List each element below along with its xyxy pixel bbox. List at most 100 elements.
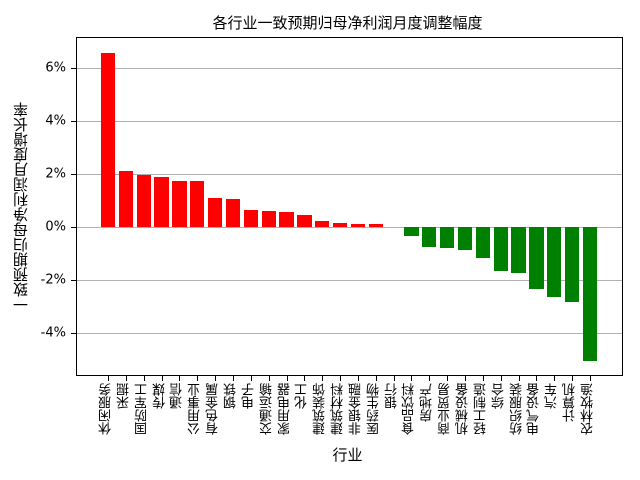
x-tick-label: 公用事业: [188, 383, 204, 435]
gridline: [77, 227, 622, 229]
x-tick: [322, 376, 324, 381]
x-tick-label: 传媒: [152, 383, 168, 409]
bar: [457, 227, 473, 250]
bar: [547, 227, 562, 297]
x-tick: [108, 376, 109, 381]
bar: [440, 227, 455, 248]
bar: [475, 227, 491, 258]
x-tick: [340, 376, 342, 381]
bar: [261, 210, 276, 228]
bar: [243, 210, 258, 228]
x-tick-label: 家用电器: [277, 383, 293, 435]
bar: [565, 227, 580, 302]
x-tick: [536, 376, 538, 381]
x-tick-label: 有色金属: [206, 383, 222, 435]
x-tick-label: 交通运输: [259, 383, 275, 435]
y-tick-label: 2%: [45, 166, 66, 182]
x-tick: [232, 376, 234, 381]
x-tick-label: 轻工制造: [473, 383, 489, 435]
x-tick-label: 建筑材料: [331, 383, 347, 435]
x-tick: [518, 376, 520, 381]
x-tick: [161, 376, 163, 381]
bar: [529, 227, 544, 289]
bar: [332, 223, 348, 228]
x-tick-label: 电气设备: [527, 383, 543, 435]
x-tick-label: 汽车: [545, 383, 561, 409]
x-tick: [143, 376, 145, 381]
gridline: [77, 280, 622, 282]
bar: [511, 227, 526, 273]
x-tick-label: 综合: [491, 383, 507, 409]
x-tick: [250, 376, 252, 381]
x-tick-label: 医药生物: [366, 383, 382, 435]
x-tick: [179, 376, 181, 381]
x-tick-label: 机械设备: [456, 383, 472, 435]
bar: [172, 180, 187, 228]
bar: [404, 227, 419, 236]
bar: [297, 215, 312, 228]
x-tick: [482, 376, 484, 381]
x-tick: [411, 376, 413, 381]
x-tick-label: 采掘: [116, 383, 132, 409]
x-tick: [554, 376, 556, 381]
bar: [582, 227, 598, 361]
bar: [100, 52, 116, 228]
x-tick: [572, 376, 574, 381]
bar: [207, 198, 223, 228]
plot-area: [76, 37, 623, 376]
y-tick: [71, 68, 76, 70]
bar: [190, 180, 205, 228]
bar: [422, 227, 437, 247]
x-tick-label: 房地产: [420, 383, 436, 422]
y-tick: [71, 333, 76, 335]
x-tick-label: 计算机: [563, 383, 579, 422]
x-tick: [286, 376, 288, 381]
bar: [315, 220, 330, 228]
y-tick: [71, 227, 76, 229]
x-tick: [357, 376, 359, 381]
x-tick-label: 通信: [170, 383, 186, 409]
y-tick: [71, 121, 76, 123]
y-tick-label: 0%: [45, 219, 66, 235]
x-tick: [590, 376, 591, 381]
y-tick-label: -4%: [40, 325, 66, 341]
y-tick-label: -2%: [40, 272, 66, 288]
bar: [225, 198, 241, 228]
x-tick: [465, 376, 467, 381]
x-tick: [393, 376, 395, 381]
y-axis-label-text: 一致预期归母净利润月度增长率: [11, 101, 30, 312]
x-tick: [447, 376, 449, 381]
x-tick: [268, 376, 270, 381]
gridline: [77, 333, 622, 335]
x-tick-label: 钢铁: [223, 383, 239, 409]
x-tick-label: 电子: [241, 383, 257, 409]
bar: [154, 176, 169, 228]
x-tick-label: 化工: [295, 383, 311, 409]
bar: [279, 211, 294, 228]
x-tick-label: 食品饮料: [402, 383, 418, 435]
x-tick: [375, 376, 377, 381]
x-axis-label: 行业: [332, 446, 363, 464]
bar: [493, 227, 508, 271]
x-tick-label: 休闲服务: [99, 383, 114, 435]
x-tick-label: 农林牧渔: [581, 383, 596, 435]
gridline: [77, 121, 622, 123]
x-tick-label: 商业贸易: [438, 383, 454, 435]
chart-title: 各行业一致预期归母净利润月度调整幅度: [212, 14, 483, 32]
x-tick-label: 国防军工: [134, 383, 150, 435]
x-tick: [304, 376, 306, 381]
bar: [368, 224, 383, 228]
x-tick-label: 纺织服装: [509, 383, 525, 435]
bar: [350, 224, 366, 228]
x-tick-label: 建筑装饰: [313, 383, 329, 435]
y-axis-label: 一致预期归母净利润月度增长率: [6, 37, 34, 376]
x-tick: [500, 376, 502, 381]
y-tick-label: 6%: [45, 60, 66, 76]
x-tick: [125, 376, 127, 381]
x-tick: [197, 376, 199, 381]
x-tick: [429, 376, 431, 381]
x-tick-label: 银行: [384, 383, 400, 409]
bar: [118, 171, 133, 228]
y-tick: [71, 280, 76, 282]
y-tick: [71, 174, 76, 176]
